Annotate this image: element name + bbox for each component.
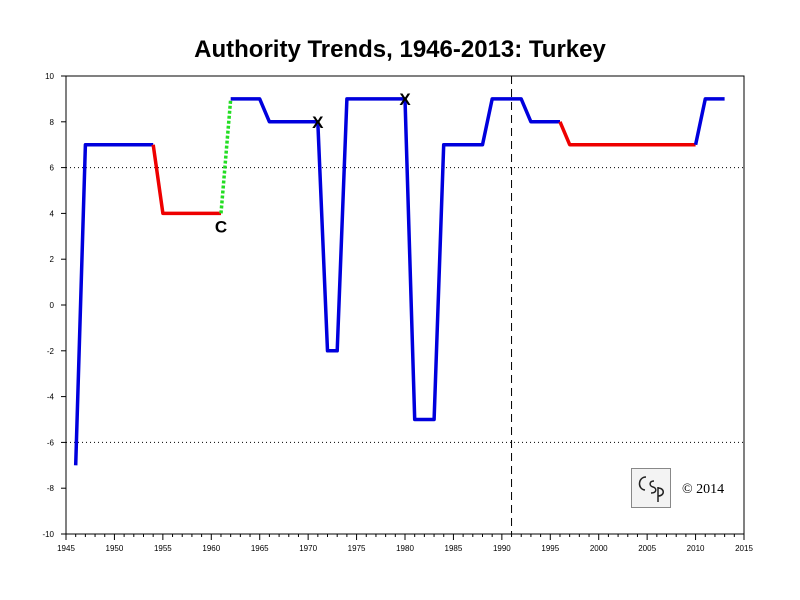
y-tick-label: 6 xyxy=(50,164,55,173)
y-tick-label: -10 xyxy=(42,530,54,539)
annotation-x-1971: X xyxy=(312,113,324,132)
x-tick-label: 2010 xyxy=(687,544,705,553)
chart-title: Authority Trends, 1946-2013: Turkey xyxy=(194,36,606,63)
series-segment-2 xyxy=(151,144,221,216)
x-tick-label: 2005 xyxy=(638,544,656,553)
series-segment-1 xyxy=(73,142,154,466)
y-tick-label: 2 xyxy=(50,255,55,264)
x-tick-label: 1990 xyxy=(493,544,511,553)
annotation-x-1980: X xyxy=(399,90,411,109)
y-tick-label: 8 xyxy=(50,118,55,127)
x-tick-label: 1965 xyxy=(251,544,269,553)
x-tick-label: 2000 xyxy=(590,544,608,553)
reference-lines xyxy=(66,76,744,534)
y-tick-label: 10 xyxy=(45,72,54,81)
series-segment-3 xyxy=(219,98,233,214)
series-segment-4 xyxy=(230,97,560,422)
data-series xyxy=(73,97,725,466)
annotations: C X X xyxy=(215,90,411,236)
x-tick-label: 1980 xyxy=(396,544,414,553)
x-tick-label: 1955 xyxy=(154,544,172,553)
y-tick-label: -4 xyxy=(47,393,55,402)
axis-ticks: 1945 1950 1955 1960 1965 1970 1975 1980 1985 1990… xyxy=(42,72,753,553)
series-segment-5 xyxy=(558,121,696,147)
x-tick-label: 1995 xyxy=(541,544,559,553)
series-segment-6 xyxy=(693,97,725,146)
y-tick-label: 4 xyxy=(50,209,55,218)
annotation-c-1961: C xyxy=(215,217,227,236)
y-tick-label: 0 xyxy=(50,301,55,310)
y-tick-label: -2 xyxy=(47,347,55,356)
x-tick-label: 1985 xyxy=(445,544,463,553)
copyright-notice: © 2014 xyxy=(682,482,725,497)
x-tick-label: 1975 xyxy=(348,544,366,553)
y-tick-label: -6 xyxy=(47,438,55,447)
csp-logo-mark xyxy=(638,476,664,502)
x-tick-label: 2015 xyxy=(735,544,753,553)
csp-logo xyxy=(631,468,671,508)
x-tick-label: 1970 xyxy=(299,544,317,553)
y-tick-label: -8 xyxy=(47,484,55,493)
x-tick-label: 1960 xyxy=(202,544,220,553)
x-tick-label: 1945 xyxy=(57,544,75,553)
x-tick-label: 1950 xyxy=(106,544,124,553)
